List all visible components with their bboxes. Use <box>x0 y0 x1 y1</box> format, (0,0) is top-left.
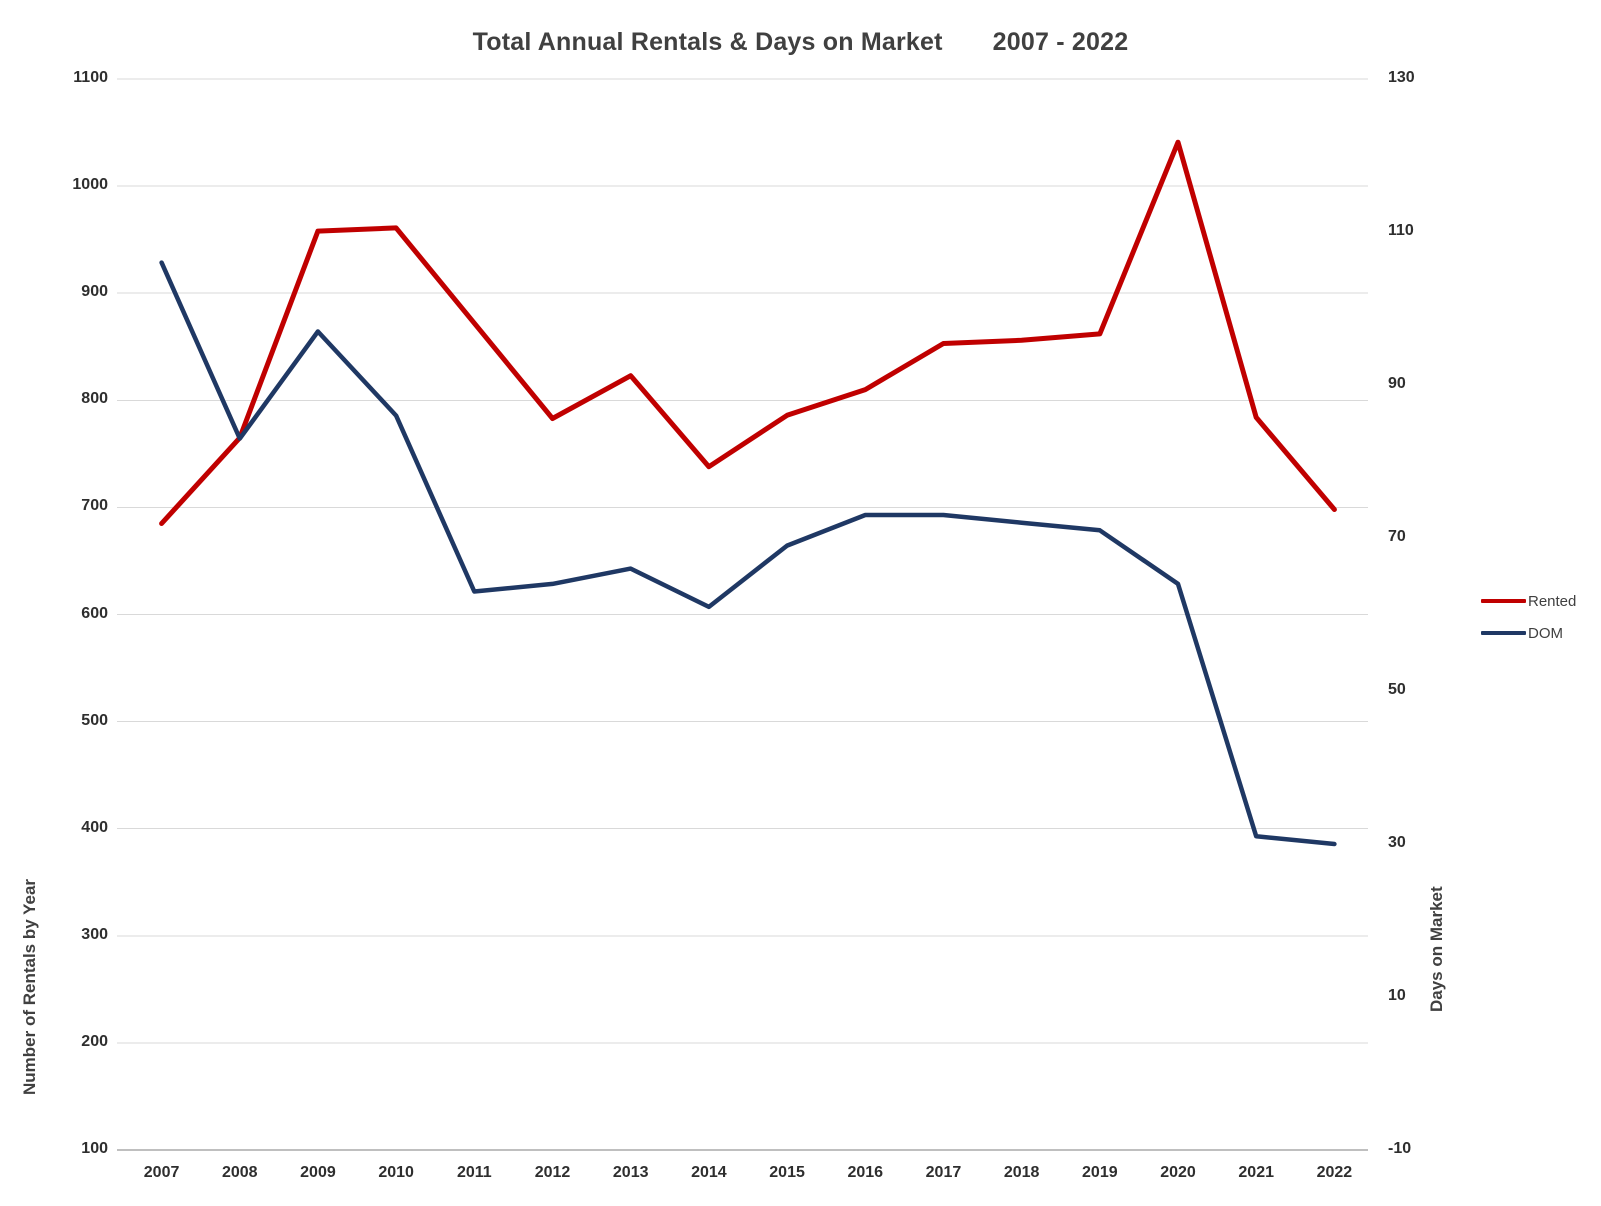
right-tick-label: 30 <box>1388 834 1406 851</box>
legend-item-dom: DOM <box>1481 624 1576 642</box>
left-tick-label: 500 <box>81 711 108 729</box>
left-tick-label: 1000 <box>72 176 108 194</box>
x-tick-label: 2019 <box>1082 1164 1118 1181</box>
left-tick-label: 200 <box>81 1032 108 1050</box>
right-tick-label: 110 <box>1388 222 1414 239</box>
x-tick-label: 2009 <box>300 1164 336 1181</box>
right-tick-label: 130 <box>1388 69 1415 86</box>
left-tick-label: 400 <box>81 818 108 836</box>
x-tick-label: 2008 <box>221 1164 258 1181</box>
x-tick-label: 2021 <box>1238 1164 1274 1181</box>
chart-title-main: Total Annual Rentals & Days on Market <box>472 28 943 56</box>
left-tick-label: 300 <box>81 925 108 943</box>
x-tick-label: 2014 <box>691 1164 727 1181</box>
right-axis-title: Days on Market <box>1427 886 1446 1012</box>
x-tick-label: 2011 <box>456 1164 492 1181</box>
legend-swatch-rented <box>1481 599 1526 603</box>
legend: Rented DOM <box>1481 592 1576 656</box>
right-tick-label: 10 <box>1388 987 1406 1004</box>
x-tick-label: 2007 <box>143 1164 180 1181</box>
legend-swatch-dom <box>1481 631 1526 635</box>
left-tick-label: 600 <box>81 604 108 622</box>
legend-label-rented: Rented <box>1528 592 1577 610</box>
left-axis-title: Number of Rentals by Year <box>20 878 39 1095</box>
x-tick-label: 2010 <box>378 1164 414 1181</box>
x-tick-label: 2015 <box>769 1164 805 1181</box>
x-tick-label: 2018 <box>1003 1164 1040 1181</box>
chart-title: Total Annual Rentals & Days on Market 200… <box>0 28 1601 57</box>
right-tick-label: 90 <box>1388 375 1406 392</box>
series-line-rented <box>159 139 1337 526</box>
x-tick-label: 2016 <box>847 1164 884 1181</box>
x-tick-label: 2013 <box>612 1164 649 1181</box>
x-tick-label: 2012 <box>534 1164 571 1181</box>
right-tick-label: 50 <box>1388 681 1406 698</box>
legend-label-dom: DOM <box>1528 624 1563 642</box>
series-line-dom <box>159 260 1337 847</box>
left-tick-label: 100 <box>81 1140 108 1157</box>
right-tick-label: -10 <box>1388 1140 1412 1157</box>
left-tick-label: 900 <box>81 283 108 301</box>
x-tick-label: 2022 <box>1316 1164 1353 1181</box>
x-tick-label: 2020 <box>1160 1164 1196 1181</box>
x-tick-label: 2017 <box>925 1164 962 1181</box>
left-tick-label: 800 <box>81 390 108 408</box>
left-tick-label: 700 <box>81 497 108 515</box>
legend-item-rented: Rented <box>1481 592 1576 610</box>
right-tick-label: 70 <box>1388 528 1406 545</box>
chart-title-range: 2007 - 2022 <box>992 28 1129 56</box>
left-tick-label: 1100 <box>73 69 108 86</box>
